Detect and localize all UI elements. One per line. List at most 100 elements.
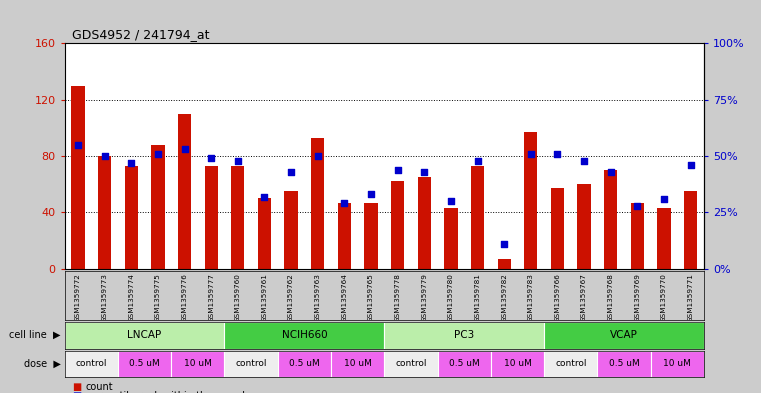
Bar bbox=[258, 198, 271, 269]
Point bbox=[205, 155, 218, 162]
Bar bbox=[658, 208, 670, 269]
Text: percentile rank within the sample: percentile rank within the sample bbox=[86, 391, 251, 393]
Point bbox=[604, 169, 616, 175]
Bar bbox=[338, 202, 351, 269]
Bar bbox=[171, 351, 224, 377]
Text: PC3: PC3 bbox=[454, 330, 474, 340]
Point bbox=[684, 162, 696, 168]
Point bbox=[125, 160, 137, 166]
Bar bbox=[278, 351, 331, 377]
Text: GSM1359782: GSM1359782 bbox=[501, 273, 507, 322]
Point bbox=[578, 157, 590, 163]
Bar bbox=[597, 351, 651, 377]
Bar bbox=[418, 177, 431, 269]
Bar bbox=[651, 351, 704, 377]
Text: GSM1359761: GSM1359761 bbox=[262, 273, 267, 322]
Text: GSM1359776: GSM1359776 bbox=[182, 273, 187, 322]
Bar bbox=[311, 138, 324, 269]
Text: GSM1359760: GSM1359760 bbox=[235, 273, 240, 322]
Point bbox=[524, 151, 537, 157]
Text: GSM1359763: GSM1359763 bbox=[315, 273, 320, 322]
Bar bbox=[331, 351, 384, 377]
Text: GSM1359783: GSM1359783 bbox=[528, 273, 533, 322]
Text: ■: ■ bbox=[72, 382, 81, 392]
Point bbox=[98, 153, 111, 159]
Text: 0.5 uM: 0.5 uM bbox=[129, 360, 160, 368]
Text: GSM1359765: GSM1359765 bbox=[368, 273, 374, 322]
Text: GSM1359777: GSM1359777 bbox=[209, 273, 214, 322]
Bar bbox=[524, 132, 537, 269]
Bar bbox=[224, 322, 384, 349]
Text: GSM1359770: GSM1359770 bbox=[661, 273, 667, 322]
Bar bbox=[72, 86, 84, 269]
Bar bbox=[231, 166, 244, 269]
Text: 10 uM: 10 uM bbox=[184, 360, 212, 368]
Bar bbox=[65, 322, 224, 349]
Bar bbox=[438, 351, 491, 377]
Point bbox=[178, 146, 190, 152]
Text: GSM1359773: GSM1359773 bbox=[102, 273, 107, 322]
Bar bbox=[125, 166, 138, 269]
Text: 0.5 uM: 0.5 uM bbox=[289, 360, 320, 368]
Text: GDS4952 / 241794_at: GDS4952 / 241794_at bbox=[72, 28, 210, 41]
Text: 10 uM: 10 uM bbox=[504, 360, 531, 368]
Bar bbox=[151, 145, 164, 269]
Text: cell line  ▶: cell line ▶ bbox=[9, 330, 61, 340]
Point bbox=[338, 200, 350, 207]
Text: GSM1359768: GSM1359768 bbox=[608, 273, 613, 322]
Text: control: control bbox=[235, 360, 267, 368]
Bar bbox=[631, 202, 644, 269]
Text: GSM1359775: GSM1359775 bbox=[155, 273, 161, 322]
Text: GSM1359771: GSM1359771 bbox=[688, 273, 693, 322]
Point bbox=[312, 153, 324, 159]
Text: GSM1359767: GSM1359767 bbox=[581, 273, 587, 322]
Text: GSM1359769: GSM1359769 bbox=[635, 273, 640, 322]
Bar bbox=[178, 114, 191, 269]
Point bbox=[72, 141, 84, 148]
Bar bbox=[551, 189, 564, 269]
Text: control: control bbox=[395, 360, 427, 368]
Bar bbox=[491, 351, 544, 377]
Text: 10 uM: 10 uM bbox=[344, 360, 371, 368]
Text: count: count bbox=[86, 382, 113, 392]
Text: GSM1359762: GSM1359762 bbox=[288, 273, 294, 322]
Text: 0.5 uM: 0.5 uM bbox=[449, 360, 479, 368]
Text: control: control bbox=[75, 360, 107, 368]
Text: GSM1359766: GSM1359766 bbox=[555, 273, 560, 322]
Bar bbox=[384, 322, 544, 349]
Bar bbox=[578, 184, 591, 269]
Text: VCAP: VCAP bbox=[610, 330, 638, 340]
Bar bbox=[98, 156, 111, 269]
Bar bbox=[604, 170, 617, 269]
Text: GSM1359781: GSM1359781 bbox=[475, 273, 480, 322]
Text: GSM1359779: GSM1359779 bbox=[422, 273, 427, 322]
Point bbox=[285, 169, 297, 175]
Text: dose  ▶: dose ▶ bbox=[24, 359, 61, 369]
Text: control: control bbox=[555, 360, 587, 368]
Point bbox=[551, 151, 563, 157]
Point bbox=[419, 169, 431, 175]
Bar bbox=[65, 351, 118, 377]
Bar bbox=[118, 351, 171, 377]
Point bbox=[658, 196, 670, 202]
Text: GSM1359778: GSM1359778 bbox=[395, 273, 400, 322]
Text: LNCAP: LNCAP bbox=[127, 330, 162, 340]
Point bbox=[365, 191, 377, 198]
Point bbox=[444, 198, 457, 204]
Bar bbox=[224, 351, 278, 377]
Point bbox=[471, 157, 484, 163]
Bar bbox=[384, 351, 438, 377]
Bar bbox=[444, 208, 457, 269]
Bar bbox=[205, 166, 218, 269]
Point bbox=[498, 241, 510, 247]
Bar bbox=[471, 166, 484, 269]
Point bbox=[391, 166, 403, 173]
Point bbox=[631, 202, 643, 209]
Bar bbox=[365, 202, 377, 269]
Text: GSM1359780: GSM1359780 bbox=[448, 273, 454, 322]
Point bbox=[258, 193, 271, 200]
Text: 10 uM: 10 uM bbox=[664, 360, 691, 368]
Text: ■: ■ bbox=[72, 391, 81, 393]
Text: GSM1359764: GSM1359764 bbox=[342, 273, 347, 322]
Point bbox=[151, 151, 164, 157]
